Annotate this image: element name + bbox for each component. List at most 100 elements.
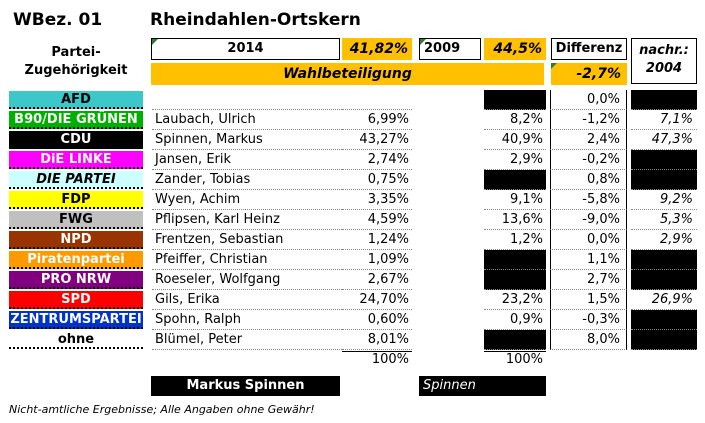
pct-diff: 1,1% bbox=[550, 250, 627, 270]
pct-2004: 7,1% bbox=[631, 110, 697, 130]
pct-2009: 13,6% bbox=[484, 210, 546, 230]
cell-marker-icon bbox=[152, 39, 158, 45]
turnout-diff-value: -2,7% bbox=[576, 66, 621, 82]
winner-prev: Spinnen bbox=[419, 376, 546, 396]
table-row: NPD Frentzen, Sebastian 1,24% 1,2% 0,0% 2,9% bbox=[0, 230, 705, 250]
pct-2014: 1,09% bbox=[342, 250, 412, 270]
pct-prev: 44,5% bbox=[484, 38, 546, 60]
total-prev: 100% bbox=[484, 351, 546, 369]
pct-2009: 23,2% bbox=[484, 290, 546, 310]
candidate-name: Spohn, Ralph bbox=[152, 310, 342, 330]
pct-2014: 8,01% bbox=[342, 330, 412, 350]
pct-2009 bbox=[484, 170, 546, 190]
pct-2009: 2,9% bbox=[484, 150, 546, 170]
party-name: PRO NRW bbox=[9, 271, 143, 289]
party-name: Piratenpartei bbox=[9, 251, 143, 269]
table-row: ZENTRUMSPARTEI Spohn, Ralph 0,60% 0,9% -0,3% bbox=[0, 310, 705, 330]
pct-2004 bbox=[631, 90, 697, 110]
table-row: ohne Blümel, Peter 8,01% 8,0% bbox=[0, 330, 705, 350]
pct-2014: 1,24% bbox=[342, 230, 412, 250]
pct-diff: 8,0% bbox=[550, 330, 627, 350]
pct-2004 bbox=[631, 330, 697, 350]
pct-2009 bbox=[484, 270, 546, 290]
table-row: AFD 0,0% bbox=[0, 90, 705, 110]
pct-2004 bbox=[631, 170, 697, 190]
candidate-name: Blümel, Peter bbox=[152, 330, 342, 350]
party-column-header: Partei- Zugehörigkeit bbox=[24, 45, 128, 78]
party-name: FWG bbox=[9, 211, 143, 229]
cell-marker-icon bbox=[551, 63, 557, 69]
district-number: WBez. 01 bbox=[13, 10, 103, 30]
party-name: AFD bbox=[9, 91, 143, 109]
candidate-name: Frentzen, Sebastian bbox=[152, 230, 342, 250]
total-current: 100% bbox=[342, 351, 412, 369]
pct-2009: 40,9% bbox=[484, 130, 546, 150]
pct-diff: 0,0% bbox=[550, 90, 627, 110]
table-row: DiE LINKE Jansen, Erik 2,74% 2,9% -0,2% bbox=[0, 150, 705, 170]
pct-2009: 0,9% bbox=[484, 310, 546, 330]
pct-2004: 26,9% bbox=[631, 290, 697, 310]
nachr-header: nachr.: 2004 bbox=[631, 38, 697, 84]
pct-diff: -5,8% bbox=[550, 190, 627, 210]
candidate-name bbox=[152, 90, 342, 110]
pct-2004 bbox=[631, 270, 697, 290]
pct-diff: 2,4% bbox=[550, 130, 627, 150]
pct-2009 bbox=[484, 90, 546, 110]
pct-2004: 9,2% bbox=[631, 190, 697, 210]
candidate-name: Pflipsen, Karl Heinz bbox=[152, 210, 342, 230]
candidate-name: Roeseler, Wolfgang bbox=[152, 270, 342, 290]
table-row: SPD Gils, Erika 24,70% 23,2% 1,5% 26,9% bbox=[0, 290, 705, 310]
pct-2009 bbox=[484, 250, 546, 270]
pct-diff: 0,0% bbox=[550, 230, 627, 250]
pct-2004 bbox=[631, 250, 697, 270]
pct-2004 bbox=[631, 310, 697, 330]
table-row: Piratenpartei Pfeiffer, Christian 1,09% 1,1… bbox=[0, 250, 705, 270]
pct-diff: -0,3% bbox=[550, 310, 627, 330]
candidate-name: Jansen, Erik bbox=[152, 150, 342, 170]
pct-2009: 8,2% bbox=[484, 110, 546, 130]
table-row: FDP Wyen, Achim 3,35% 9,1% -5,8% 9,2% bbox=[0, 190, 705, 210]
pct-diff: 1,5% bbox=[550, 290, 627, 310]
pct-diff: 0,8% bbox=[550, 170, 627, 190]
party-name: DIE PARTEI bbox=[9, 171, 143, 189]
pct-2004: 5,3% bbox=[631, 210, 697, 230]
pct-diff: -1,2% bbox=[550, 110, 627, 130]
table-row: B90/DIE GRÜNEN Laubach, Ulrich 6,99% 8,2% -1… bbox=[0, 110, 705, 130]
pct-diff: -0,2% bbox=[550, 150, 627, 170]
party-name: ohne bbox=[9, 331, 143, 349]
party-name: CDU bbox=[9, 131, 143, 149]
candidate-name: Zander, Tobias bbox=[152, 170, 342, 190]
candidate-name: Pfeiffer, Christian bbox=[152, 250, 342, 270]
candidate-name: Wyen, Achim bbox=[152, 190, 342, 210]
table-row: CDU Spinnen, Markus 43,27% 40,9% 2,4% 47,3% bbox=[0, 130, 705, 150]
pct-2004: 47,3% bbox=[631, 130, 697, 150]
pct-2009 bbox=[484, 330, 546, 350]
candidate-name: Spinnen, Markus bbox=[152, 130, 342, 150]
table-row: PRO NRW Roeseler, Wolfgang 2,67% 2,7% bbox=[0, 270, 705, 290]
turnout-diff: -2,7% bbox=[551, 63, 627, 85]
year-prev: 2009 bbox=[424, 41, 461, 56]
year-current-box: 2014 bbox=[151, 38, 340, 60]
pct-2014: 0,60% bbox=[342, 310, 412, 330]
district-name: Rheindahlen-Ortskern bbox=[150, 10, 361, 30]
pct-2014: 6,99% bbox=[342, 110, 412, 130]
pct-2014: 24,70% bbox=[342, 290, 412, 310]
winner-current: Markus Spinnen bbox=[151, 376, 340, 396]
pct-current: 41,82% bbox=[342, 38, 412, 60]
pct-2009: 9,1% bbox=[484, 190, 546, 210]
year-prev-box: 2009 bbox=[419, 38, 481, 60]
candidate-name: Laubach, Ulrich bbox=[152, 110, 342, 130]
pct-2014: 0,75% bbox=[342, 170, 412, 190]
pct-2014: 43,27% bbox=[342, 130, 412, 150]
pct-2014: 3,35% bbox=[342, 190, 412, 210]
pct-2014: 2,74% bbox=[342, 150, 412, 170]
party-name: B90/DIE GRÜNEN bbox=[9, 111, 143, 129]
pct-diff: -9,0% bbox=[550, 210, 627, 230]
candidate-name: Gils, Erika bbox=[152, 290, 342, 310]
table-row: FWG Pflipsen, Karl Heinz 4,59% 13,6% -9,0% 5,… bbox=[0, 210, 705, 230]
year-current: 2014 bbox=[227, 41, 264, 56]
pct-2014: 4,59% bbox=[342, 210, 412, 230]
pct-2009: 1,2% bbox=[484, 230, 546, 250]
pct-2014: 2,67% bbox=[342, 270, 412, 290]
pct-2004 bbox=[631, 150, 697, 170]
